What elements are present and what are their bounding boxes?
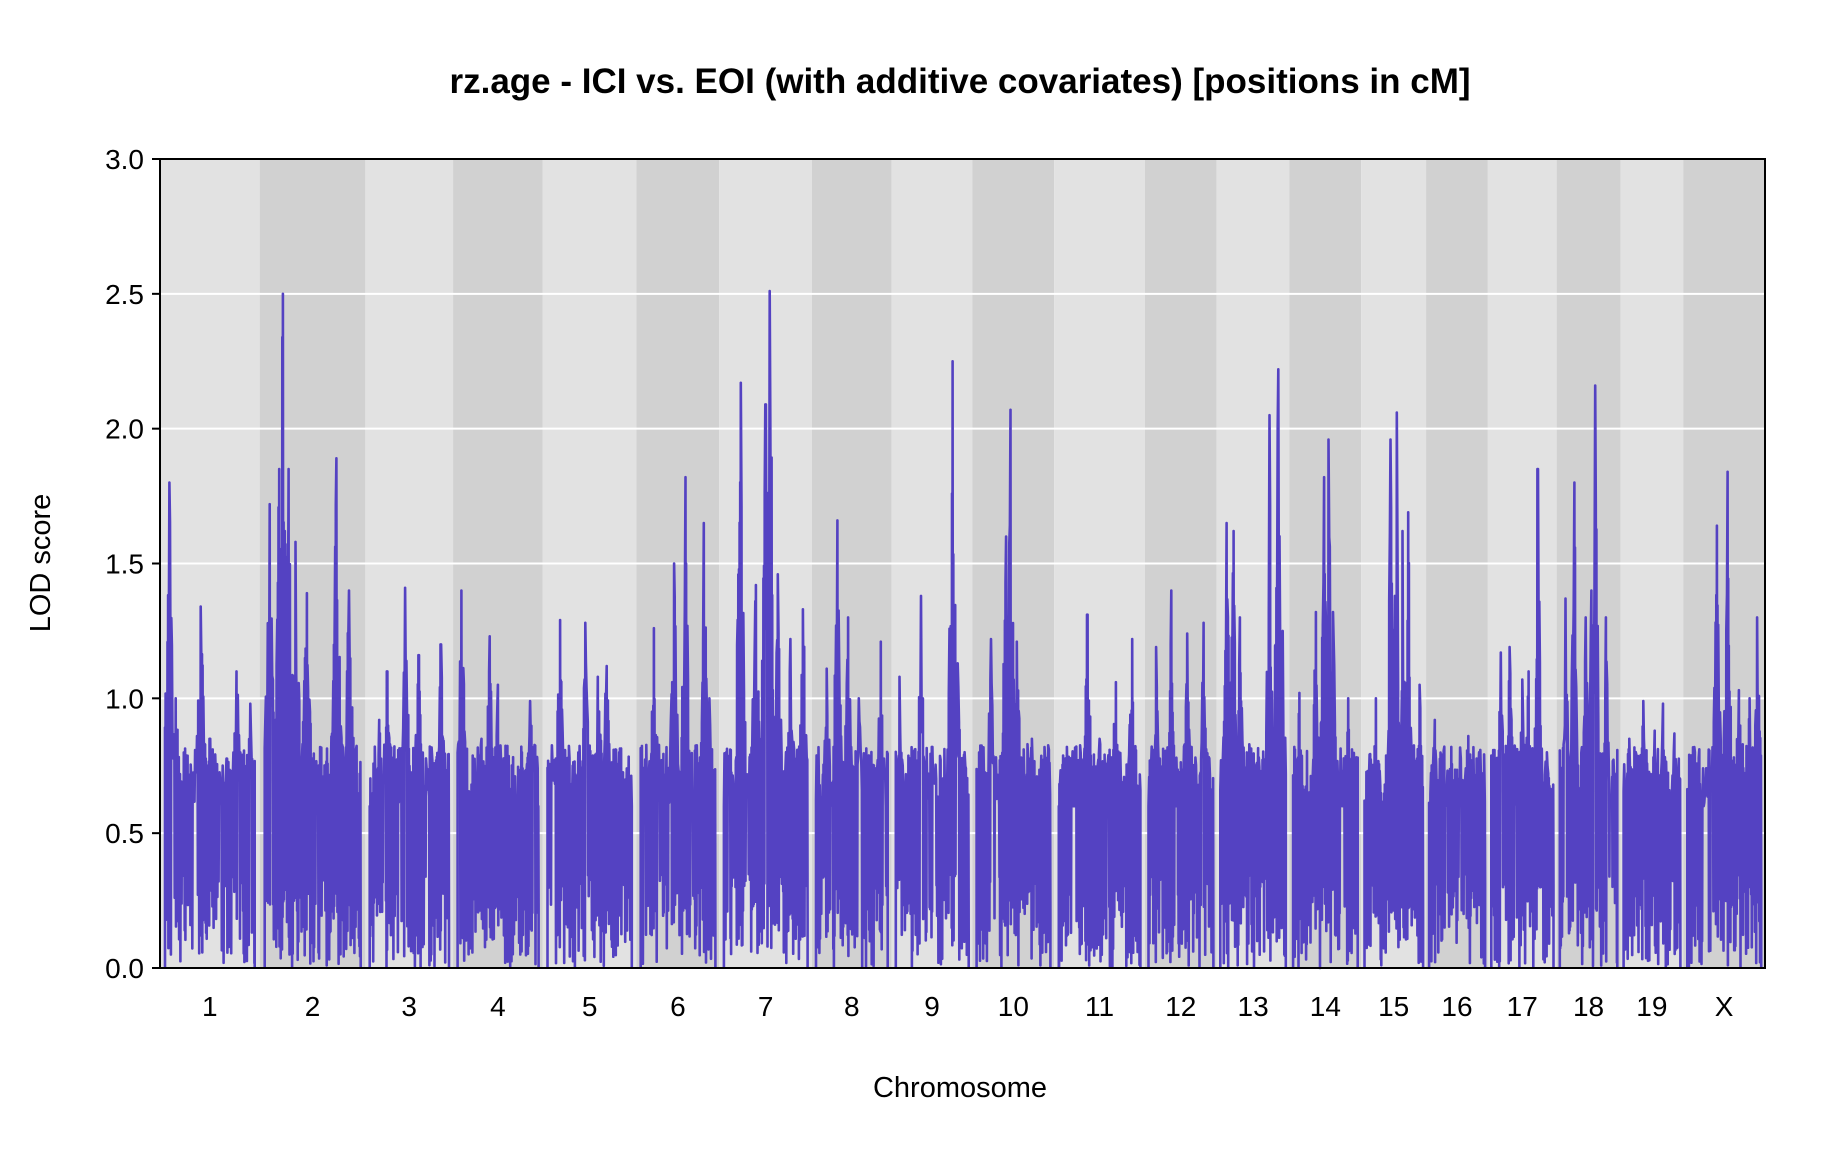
lod-line-chr-11 [1057, 613, 1142, 969]
y-tick-label: 1.0 [105, 683, 144, 714]
x-axis: 1 2 3 4 5 6 7 8 9 10 11 12 13 14 15 16 17 18 19 X [202, 991, 1734, 1022]
x-tick-label: 13 [1238, 991, 1269, 1022]
x-tick-label: 1 [202, 991, 218, 1022]
y-axis-label: LOD score [25, 494, 57, 633]
lod-line-chr-16 [1427, 718, 1487, 968]
x-tick-label: 9 [924, 991, 940, 1022]
lod-line-chr-6 [639, 475, 717, 968]
y-tick-label: 2.0 [105, 414, 144, 445]
lod-line-chr-15 [1363, 411, 1425, 968]
x-tick-label: 17 [1507, 991, 1538, 1022]
lod-line-chr-2 [263, 292, 362, 968]
x-tick-label: 12 [1165, 991, 1196, 1022]
lod-line-chr-18 [1558, 384, 1619, 968]
lod-series [163, 289, 1763, 970]
y-axis: 0.0 0.5 1.0 1.5 2.0 2.5 3.0 [105, 144, 160, 984]
x-tick-label: 3 [401, 991, 417, 1022]
lod-line-chr-10 [975, 408, 1052, 969]
lod-line-chr-4 [456, 589, 540, 968]
x-tick-label: X [1715, 991, 1734, 1022]
lod-line-chr-X [1686, 470, 1763, 969]
x-tick-label: 4 [490, 991, 506, 1022]
x-axis-label: Chromosome [873, 1072, 1047, 1104]
lod-line-chr-5 [546, 618, 634, 969]
x-tick-label: 5 [582, 991, 598, 1022]
x-tick-label: 2 [305, 991, 321, 1022]
lod-line-chr-13 [1219, 368, 1288, 970]
lod-line-chr-12 [1147, 589, 1215, 968]
lod-line-chr-3 [368, 586, 451, 969]
x-tick-label: 19 [1636, 991, 1667, 1022]
y-tick-label: 3.0 [105, 144, 144, 175]
chart-title: rz.age - ICI vs. EOI (with additive cova… [449, 62, 1470, 101]
lod-line-chr-9 [894, 360, 970, 968]
x-tick-label: 10 [998, 991, 1029, 1022]
x-tick-label: 14 [1310, 991, 1341, 1022]
y-tick-label: 1.5 [105, 549, 144, 580]
lod-line-chr-19 [1622, 699, 1682, 969]
x-tick-label: 11 [1085, 991, 1114, 1022]
lod-line-chr-17 [1490, 467, 1555, 969]
x-tick-label: 15 [1378, 991, 1409, 1022]
x-tick-label: 7 [758, 991, 774, 1022]
y-tick-label: 0.5 [105, 818, 144, 849]
x-tick-label: 8 [844, 991, 860, 1022]
lod-line-chr-14 [1291, 438, 1359, 970]
x-tick-label: 18 [1573, 991, 1604, 1022]
x-tick-label: 16 [1441, 991, 1472, 1022]
lod-line-chr-7 [722, 289, 809, 968]
y-tick-label: 0.0 [105, 953, 144, 984]
y-tick-label: 2.5 [105, 279, 144, 310]
x-tick-label: 6 [670, 991, 686, 1022]
lod-line-chr-1 [163, 481, 256, 968]
lod-line-chr-8 [814, 519, 889, 969]
